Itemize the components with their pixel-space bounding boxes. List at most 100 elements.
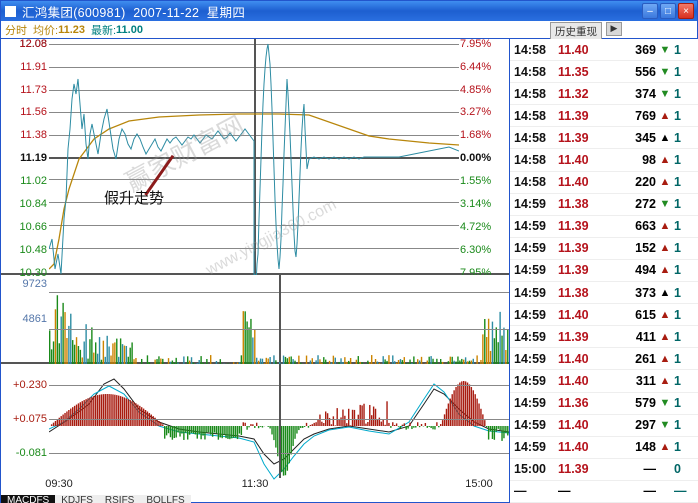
maximize-button[interactable]: □ [660, 3, 676, 19]
pct-axis-tick-3: 3.27% [460, 106, 491, 118]
tick-price: 11.40 [558, 153, 606, 167]
volume-chart-panel[interactable]: 9723 4861 [1, 275, 509, 365]
tick-volume: 663 [606, 219, 658, 233]
pct-axis-tick-1: 6.44% [460, 61, 491, 73]
tick-count: 1 [672, 418, 698, 432]
price-chart-panel[interactable]: 12.08 12.08 11.91 11.73 11.56 11.38 11.19 11.0… [1, 39, 509, 275]
tick-price: — [558, 484, 606, 498]
tick-price: 11.40 [558, 352, 606, 366]
table-row[interactable]: 14:59 11.39 663 ▲ 1 [510, 216, 698, 238]
up-arrow-icon: ▲ [658, 375, 672, 387]
tick-time: 14:59 [510, 374, 558, 388]
tick-count: 1 [672, 396, 698, 410]
table-row[interactable]: — — — — [510, 481, 698, 503]
tick-count: 1 [672, 43, 698, 57]
tick-count: 1 [672, 241, 698, 255]
price-axis-tick-4: 11.38 [20, 129, 47, 141]
tick-volume: 220 [606, 175, 658, 189]
tick-volume: 311 [606, 374, 658, 388]
table-row[interactable]: 14:59 11.40 261 ▲ 1 [510, 348, 698, 370]
tick-count: 1 [672, 308, 698, 322]
avg-label: 均价: [33, 22, 58, 38]
app-icon [5, 6, 16, 17]
tick-volume: 615 [606, 308, 658, 322]
tick-time: 14:59 [510, 352, 558, 366]
table-row[interactable]: 14:59 11.40 615 ▲ 1 [510, 304, 698, 326]
tick-count: 1 [672, 374, 698, 388]
tick-price: 11.40 [558, 43, 606, 57]
tab-kdjfs[interactable]: KDJFS [55, 495, 99, 503]
up-arrow-icon: ▲ [658, 154, 672, 166]
pct-axis-tick-6: 1.55% [460, 175, 491, 187]
table-row[interactable]: 14:58 11.40 98 ▲ 1 [510, 149, 698, 171]
pct-axis-tick-5: 0.00% [460, 152, 491, 164]
tick-price: 11.39 [558, 241, 606, 255]
annotation-label: 假升走势 [104, 187, 164, 208]
up-arrow-icon: ▲ [658, 331, 672, 343]
latest-value: 11.00 [116, 24, 143, 36]
table-row[interactable]: 14:58 11.39 769 ▲ 1 [510, 105, 698, 127]
table-row[interactable]: 15:00 11.39 — 0 [510, 459, 698, 481]
table-row[interactable]: 14:59 11.40 297 ▼ 1 [510, 415, 698, 437]
tick-volume: 148 [606, 440, 658, 454]
table-row[interactable]: 14:59 11.39 494 ▲ 1 [510, 260, 698, 282]
table-row[interactable]: 14:59 11.38 373 ▲ 1 [510, 282, 698, 304]
table-row[interactable]: 14:59 11.39 411 ▲ 1 [510, 326, 698, 348]
table-row[interactable]: 14:58 11.32 374 ▼ 1 [510, 83, 698, 105]
table-row[interactable]: 14:58 11.35 556 ▼ 1 [510, 61, 698, 83]
price-plot-area[interactable]: 赢家财富网 www.yingjia360.com QQ:17134457 假升走… [49, 39, 459, 273]
tick-count: 1 [672, 263, 698, 277]
volume-plot-area[interactable] [49, 275, 509, 363]
tick-price: 11.35 [558, 65, 606, 79]
price-axis-tick-6: 11.02 [20, 175, 47, 187]
table-row[interactable]: 14:59 11.36 579 ▼ 1 [510, 393, 698, 415]
table-row[interactable]: 14:59 11.40 311 ▲ 1 [510, 370, 698, 392]
tick-volume: 769 [606, 109, 658, 123]
tick-volume: 152 [606, 241, 658, 255]
macd-chart-panel[interactable]: MACDFS(12,26,9) DIFF: +0 DEA: +0 MACDFS:… [1, 364, 509, 477]
tab-bollfs[interactable]: BOLLFS [140, 495, 190, 503]
tick-volume: 297 [606, 418, 658, 432]
tick-count: 1 [672, 352, 698, 366]
price-axis-tick-9: 10.48 [19, 244, 47, 256]
tick-time: 14:59 [510, 263, 558, 277]
up-arrow-icon: ▲ [658, 353, 672, 365]
tab-rsifs[interactable]: RSIFS [99, 495, 140, 503]
tick-price: 11.39 [558, 219, 606, 233]
tick-count: 1 [672, 219, 698, 233]
table-row[interactable]: 14:58 11.40 369 ▼ 1 [510, 39, 698, 61]
tick-time: 14:59 [510, 396, 558, 410]
mode-label: 分时 [5, 22, 27, 38]
tick-count: 1 [672, 131, 698, 145]
tick-time: 14:58 [510, 87, 558, 101]
tick-volume: 345 [606, 131, 658, 145]
up-arrow-icon: ▲ [658, 220, 672, 232]
time-axis-labels: 09:30 11:30 15:00 [1, 478, 509, 495]
tick-volume: 556 [606, 65, 658, 79]
tick-data-table[interactable]: 14:58 11.40 369 ▼ 1 14:58 11.35 556 ▼ 1 14:58 11.32… [509, 39, 698, 503]
up-arrow-icon: ▲ [658, 242, 672, 254]
tab-macdfs[interactable]: MACDFS [1, 495, 55, 503]
close-button[interactable]: × [678, 3, 694, 19]
tick-time: 14:58 [510, 109, 558, 123]
table-row[interactable]: 14:58 11.39 345 ▲ 1 [510, 127, 698, 149]
minimize-button[interactable]: – [642, 3, 658, 19]
macd-axis-tick-0: +0.230 [13, 379, 47, 391]
table-row[interactable]: 14:59 11.38 272 ▼ 1 [510, 194, 698, 216]
down-arrow-icon: ▼ [658, 397, 672, 409]
tick-count: 1 [672, 65, 698, 79]
table-row[interactable]: 14:59 11.39 152 ▲ 1 [510, 238, 698, 260]
app-window: 汇鸿集团(600981) 2007-11-22 星期四 – □ × 分时 均价:… [0, 0, 698, 503]
price-axis-tick-5: 11.19 [20, 152, 47, 164]
history-icon[interactable]: ▶ [606, 22, 622, 36]
tick-volume: 373 [606, 286, 658, 300]
tick-time: 14:58 [510, 65, 558, 79]
table-row[interactable]: 14:59 11.40 148 ▲ 1 [510, 437, 698, 459]
tick-volume: — [606, 484, 658, 498]
macd-plot-area[interactable] [49, 364, 509, 477]
tick-count: 1 [672, 330, 698, 344]
table-row[interactable]: 14:58 11.40 220 ▲ 1 [510, 172, 698, 194]
tick-count: 1 [672, 175, 698, 189]
up-arrow-icon: ▲ [658, 441, 672, 453]
tick-time: 14:59 [510, 418, 558, 432]
